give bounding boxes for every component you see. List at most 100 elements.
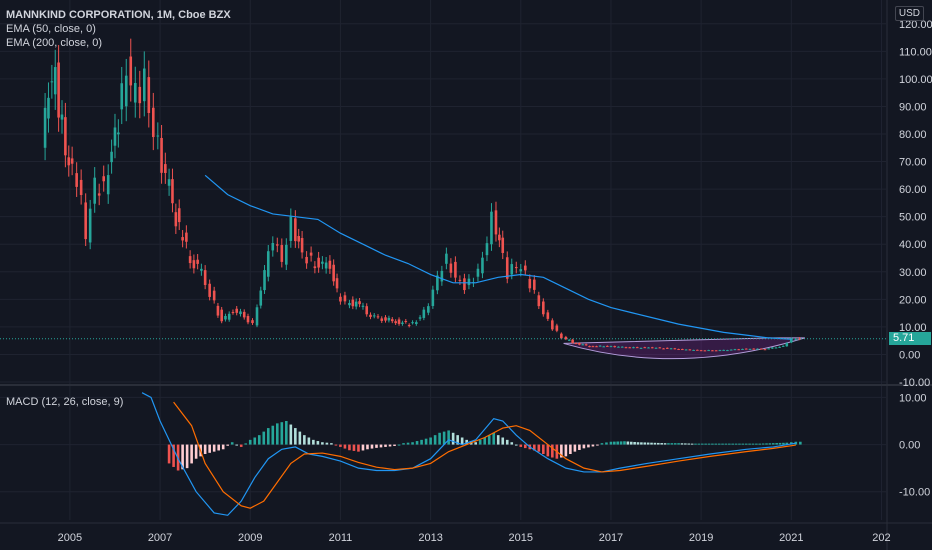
macd-histogram-bar [384,444,387,447]
macd-legend: MACD (12, 26, close, 9) [6,395,123,409]
candle-body [632,347,635,349]
macd-histogram-bar [738,443,741,445]
candle-body [84,202,87,240]
macd-histogram-bar [660,443,663,445]
macd-pane [141,392,802,516]
candle-body [703,350,707,352]
candle-body [537,295,541,307]
candle-body [160,137,163,173]
candle-body [628,347,632,349]
macd-histogram-bar [289,424,293,445]
price-tick-label: 60.00 [899,184,927,196]
candle-body [390,319,394,322]
candle-body [401,322,404,324]
candle-body [208,283,211,297]
macd-histogram-bar [510,442,514,445]
macd-tick-label: 10.00 [899,392,927,404]
candle-body [266,251,270,277]
candle-body [454,261,457,278]
macd-tick-label: -10.00 [899,487,930,499]
candle-body [177,208,181,223]
macd-histogram-bar [782,442,785,445]
candle-body [449,263,453,273]
candle-body [756,348,759,350]
candle-body [397,319,401,324]
candle-body [578,342,581,345]
candle-body [785,342,789,347]
candle-body [285,244,288,265]
macd-histogram-bar [728,443,731,445]
macd-histogram-bar [578,444,581,450]
macd-histogram-bar [721,443,724,445]
macd-histogram-bar [799,441,802,445]
macd-histogram-bar [212,444,216,452]
candle-body [348,302,351,306]
candle-body [53,67,57,95]
candle-body [351,299,355,307]
macd-histogram-bar [433,435,437,445]
candle-body [490,211,493,245]
candle-body [643,347,647,349]
macd-histogram-bar [208,444,211,453]
candle-body [654,347,658,349]
candle-body [591,346,595,348]
macd-histogram-bar [694,443,697,445]
macd-tick-label: 0.00 [899,440,920,452]
candle-body [185,232,188,242]
macd-histogram-bar [253,437,257,445]
macd-histogram-bar [684,443,687,445]
candle-body [321,261,324,264]
macd-histogram-bar [751,443,755,445]
macd-histogram-bar [519,444,523,447]
candle-body [335,278,339,289]
candle-body [75,173,78,187]
macd-histogram-bar [755,443,758,445]
macd-histogram-bar [460,437,464,445]
macd-histogram-bar [361,444,365,451]
macd-histogram-bar [697,443,701,445]
macd-histogram-bar [640,442,643,445]
macd-histogram-bar [172,444,175,467]
macd-histogram-bar [348,444,351,451]
macd-histogram-bar [667,443,670,445]
macd-histogram-bar [626,441,630,445]
macd-histogram-bar [744,443,748,445]
candle-body [60,114,64,120]
macd-label[interactable]: MACD (12, 26, close, 9) [6,396,124,408]
candle-body [440,270,444,282]
candle-body [436,275,439,291]
candle-body [617,346,620,348]
macd-histogram-bar [370,444,374,449]
macd-histogram-bar [411,442,414,445]
macd-histogram-bar [605,442,608,445]
chart-title[interactable]: MANNKIND CORPORATION, 1M, Cboe BZX [6,9,231,21]
candle-body [280,245,284,262]
time-tick-label: 2015 [509,532,533,544]
candle-body [300,238,304,253]
candle-body [196,259,199,264]
drawn-shape [563,337,805,360]
candle-body [555,325,559,331]
time-tick-label: 2009 [238,532,262,544]
candle-body [133,83,137,103]
macd-histogram-bar [616,441,620,445]
candle-body [560,333,563,339]
currency-badge[interactable]: USD [894,6,924,21]
legend: MANNKIND CORPORATION, 1M, Cboe BZX EMA (… [6,8,231,50]
indicator-ema50[interactable]: EMA (50, close, 0) [6,23,96,35]
macd-histogram-bar [573,444,577,452]
macd-histogram-bar [285,421,288,445]
candle-body [275,244,279,246]
macd-histogram-bar [447,430,450,445]
macd-histogram-bar [316,441,320,445]
indicator-ema200[interactable]: EMA (200, close, 0) [6,37,102,49]
candle-body [43,107,47,148]
macd-histogram-bar [700,443,704,445]
macd-histogram-bar [724,443,728,445]
macd-histogram-bar [217,444,220,451]
macd-histogram-bar [397,444,401,446]
candle-body [384,317,387,321]
time-tick-label: 2021 [779,532,803,544]
curved-region [563,337,805,360]
